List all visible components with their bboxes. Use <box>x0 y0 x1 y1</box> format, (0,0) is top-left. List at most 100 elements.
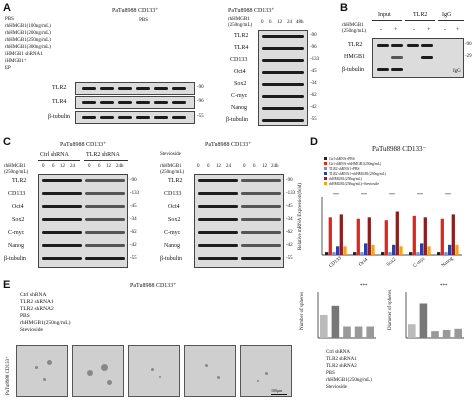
tick: 48h <box>296 20 304 25</box>
bar <box>320 315 328 338</box>
kda-label: -45 <box>286 204 293 209</box>
bar <box>409 252 413 255</box>
bar <box>388 252 392 255</box>
sign: - <box>380 27 382 33</box>
panel-a-row-labels: PBS <box>5 18 148 23</box>
row-label-ihmgb1: iHMGB1⁺ <box>5 59 27 64</box>
tick: 12 <box>60 164 65 169</box>
kda-label: -62 <box>286 230 293 235</box>
tick: 24h <box>116 164 124 169</box>
e-bar-row: PBS <box>326 371 335 376</box>
micrograph-3 <box>128 345 180 397</box>
tick: 6 <box>52 164 55 169</box>
kda-label: -34 <box>286 217 293 222</box>
blot-label: Oct4 <box>12 204 24 210</box>
bar <box>366 326 374 338</box>
bar <box>353 252 357 255</box>
legend-label: rhHMGB1(250ng/mL)+Stevioside <box>329 182 379 186</box>
bar <box>408 324 416 338</box>
kda-label: -34 <box>130 217 137 222</box>
kda-label: -45 <box>130 204 137 209</box>
row-label-shrna: iHMGB1 shRNA1 <box>5 52 43 57</box>
blot-label: Oct4 <box>168 204 180 210</box>
blot-label: Nanog <box>231 105 247 111</box>
e-row: PBS <box>20 313 30 319</box>
bar <box>412 215 416 255</box>
tick: 12 <box>216 164 221 169</box>
blot-label: Sox2 <box>12 217 25 223</box>
blot-label: CD133 <box>8 191 26 197</box>
tick: 12 <box>262 164 267 169</box>
stars-e2: *** <box>440 284 448 289</box>
legend-label: TLR2 shRNA1+PBS <box>329 167 359 171</box>
bar <box>395 211 399 255</box>
blot-label: β-tubulin <box>342 67 365 73</box>
tick: 24 <box>226 164 231 169</box>
kda-label: -96 <box>310 45 317 50</box>
tick: 0 <box>261 20 264 25</box>
e-bar-row: TLR2 shRNA1 <box>326 357 357 362</box>
scale-bar-label: 100μm <box>271 388 283 393</box>
bar <box>343 246 347 255</box>
blot-label: TLR2 <box>52 85 67 91</box>
blot-b <box>372 38 464 78</box>
x-tick-label: CD133 <box>329 256 344 269</box>
blot-a-tubulin <box>75 111 195 124</box>
micrograph-1 <box>16 345 68 397</box>
bar <box>427 246 431 255</box>
significance-stars: *** <box>361 192 367 197</box>
group-tlr2: TLR2 shRNA <box>86 152 120 158</box>
bar <box>431 331 439 338</box>
sign: - <box>444 27 446 33</box>
blot-a-right-stack <box>258 30 308 126</box>
col-igg: IgG <box>442 12 452 18</box>
bar <box>416 252 420 255</box>
kda-label: -34 <box>310 81 317 86</box>
significance-stars: *** <box>389 192 395 197</box>
bar <box>331 305 340 338</box>
bar <box>451 214 455 255</box>
tick: 12 <box>277 20 282 25</box>
e-bar-row: rhHMGB1(250ng/mL) <box>326 378 372 383</box>
kda-label: -42 <box>310 105 317 110</box>
blot-label: TLR2 <box>168 178 183 184</box>
blot-a-tlr4 <box>75 96 195 109</box>
bar <box>392 244 396 255</box>
tick: 6 <box>207 164 210 169</box>
row-label-300: rhHMGB1(300ng/mL) <box>5 45 51 50</box>
micrograph-4 <box>184 345 236 397</box>
chart-e-number <box>317 292 376 339</box>
sign: - <box>413 27 415 33</box>
bar <box>354 326 363 338</box>
significance-stars: *** <box>333 192 339 197</box>
panel-label-c: C <box>3 136 11 148</box>
blot-label: β-tubulin <box>226 117 249 123</box>
panel-label-a: A <box>3 2 11 14</box>
bar <box>419 303 428 338</box>
bar <box>339 214 343 255</box>
panel-c-treat-left: rhHMGB1 (250ng/mL) <box>4 164 29 175</box>
micrograph-2 <box>72 345 124 397</box>
panel-a-treat-right: rhHMGB1 (250ng/mL) <box>228 17 253 28</box>
kda-label: -90 <box>286 178 293 183</box>
legend-label: TLR2 shRNA1+rhHMGB1(250ng/mL) <box>329 172 387 176</box>
blot-label: CD133 <box>164 191 182 197</box>
bar <box>384 220 388 255</box>
significance-stars: *** <box>417 192 423 197</box>
e-row: Ctrl shRNA <box>20 292 47 298</box>
panel-a-title-left: PaTu8988 CD133⁺ <box>112 8 159 14</box>
scale-bar <box>271 394 287 395</box>
sign: + <box>456 27 460 33</box>
bar <box>367 217 371 255</box>
bar <box>437 252 441 255</box>
bar <box>328 217 332 255</box>
bar <box>356 218 360 255</box>
bar <box>360 252 364 255</box>
blot-label: TLR2 <box>12 178 27 184</box>
sign: + <box>427 27 431 33</box>
row-label-100: rhHMGB1(100ng/mL) <box>5 24 51 29</box>
kda-label: -90 <box>465 42 472 47</box>
blot-label: Nanog <box>8 243 24 249</box>
tick: 0 <box>42 164 45 169</box>
